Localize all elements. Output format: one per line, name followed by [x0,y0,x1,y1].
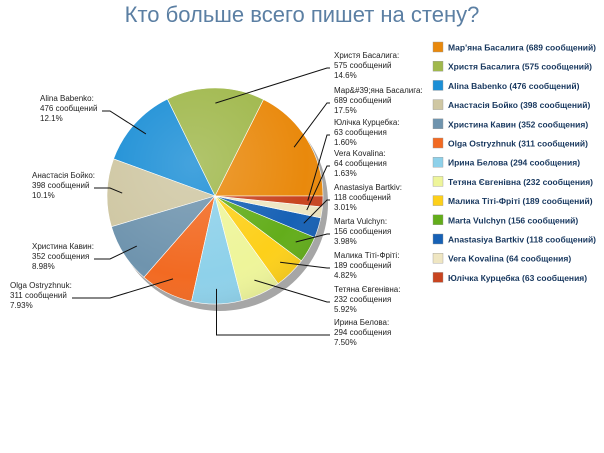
slice-label-13-line-1: Юлічка Курцебка: [334,118,399,127]
leader-line-12 [306,165,330,211]
slice-label-2-line-2: 575 сообщений [334,61,391,70]
pie-slices [106,87,324,305]
leader-line-13 [307,134,330,201]
chart-title: Кто больше всего пишет на стену? [124,2,480,27]
slice-label-5-line-2: 352 сообщения [32,252,89,261]
slice-label-1-line-2: 689 сообщений [334,96,391,105]
slice-label-6-line-2: 311 сообщений [10,291,67,300]
slice-label-1-line-1: Мар&#39;яна Басалига: [334,86,423,95]
slice-label-8-line-2: 232 сообщения [334,295,391,304]
leader-line-9 [280,261,330,269]
slice-label-12-line-3: 1.63% [334,169,357,178]
slice-label-5-line-1: Христина Кавин: [32,242,94,251]
legend-swatch-5 [432,118,444,130]
slice-label-7-line-2: 294 сообщения [334,328,391,337]
slice-label-3-line-3: 12.1% [40,114,63,123]
legend-swatch-2 [432,61,444,72]
slice-label-13-line-2: 63 сообщения [334,128,387,137]
leader-line-4 [94,187,123,194]
slice-label-8-line-3: 5.92% [334,305,357,314]
legend-swatch-3 [432,80,444,91]
slice-label-4-line-1: Анастасія Бойко: [32,171,95,180]
legend-swatch-12 [432,252,444,264]
legend: Мар'яна Басалига (689 сообщений) Христя Б… [432,41,596,283]
legend-item-5[interactable]: Христина Кавин (352 сообщения) [448,119,588,129]
legend-item-4[interactable]: Анастасія Бойко (398 сообщений) [448,100,590,110]
slice-label-2-line-1: Христя Басалига: [334,51,399,60]
legend-item-9[interactable]: Малика Тіті-Фріті (189 сообщений) [448,196,593,206]
legend-swatch-13 [432,272,444,283]
slice-label-3-line-1: Alina Babenko: [40,94,94,103]
legend-item-7[interactable]: Ирина Белова (294 сообщения) [448,158,580,168]
leader-line-6 [72,278,174,299]
slice-label-6-line-3: 7.93% [10,301,33,310]
slice-label-10-line-1: Marta Vulchyn: [334,217,387,226]
legend-swatch-10 [432,214,444,226]
slice-label-10-line-3: 3.98% [334,237,357,246]
slice-label-7-line-3: 7.50% [334,338,357,347]
slice-label-1-line-3: 17.5% [334,106,357,115]
legend-item-2[interactable]: Христя Басалига (575 сообщений) [448,62,592,72]
legend-item-8[interactable]: Тетяна Євгенівна (232 сообщения) [448,177,593,187]
slice-label-11-line-3: 3.01% [334,203,357,212]
slice-label-11-line-2: 118 сообщений [334,193,391,202]
legend-item-13[interactable]: Юлічка Курцебка (63 сообщения) [448,273,587,283]
slice-label-9-line-2: 189 сообщений [334,261,391,270]
slice-label-9-line-1: Малика Тіті-Фріті: [334,251,399,260]
slice-label-12-line-2: 64 сообщения [334,159,387,168]
slice-label-5-line-3: 8.98% [32,262,55,271]
legend-item-12[interactable]: Vera Kovalina (64 сообщения) [448,254,571,264]
slice-label-8-line-1: Тетяна Євгенівна: [334,285,400,294]
legend-swatch-6 [432,137,444,149]
legend-item-11[interactable]: Anastasiya Bartkiv (118 сообщений) [448,235,596,245]
leader-line-3 [102,110,147,135]
slice-label-7-line-1: Ирина Белова: [334,318,389,327]
legend-item-6[interactable]: Olga Ostryzhnuk (311 сообщений) [448,139,588,149]
leader-line-7 [216,288,330,336]
legend-item-1[interactable]: Мар'яна Басалига (689 сообщений) [448,43,596,53]
leader-line-11 [303,199,330,224]
legend-item-10[interactable]: Marta Vulchyn (156 сообщений) [448,215,578,225]
slice-label-10-line-2: 156 сообщения [334,227,391,236]
leader-line-8 [254,279,330,303]
legend-swatch-1 [432,41,444,53]
slice-label-11-line-1: Anastasiya Bartkiv: [334,183,402,192]
legend-swatch-9 [432,195,444,206]
slice-label-3-line-2: 476 сообщений [40,104,97,113]
legend-swatch-4 [432,99,444,110]
legend-item-3[interactable]: Alina Babenko (476 сообщений) [448,81,580,91]
slice-label-12-line-1: Vera Kovalina: [334,149,386,158]
slice-label-13-line-3: 1.60% [334,138,357,147]
slice-label-6-line-1: Olga Ostryzhnuk: [10,281,72,290]
leader-line-1 [293,102,330,148]
leader-line-2 [215,67,330,104]
slice-label-4-line-2: 398 сообщений [32,181,89,190]
slice-label-9-line-3: 4.82% [334,271,357,280]
slice-label-4-line-3: 10.1% [32,191,55,200]
legend-swatch-8 [432,176,444,187]
slice-label-2-line-3: 14.6% [334,71,357,80]
leader-line-5 [94,245,138,260]
legend-swatch-11 [432,233,444,245]
legend-swatch-7 [432,156,444,168]
callout-leaders [72,67,330,336]
leader-line-10 [295,233,330,243]
